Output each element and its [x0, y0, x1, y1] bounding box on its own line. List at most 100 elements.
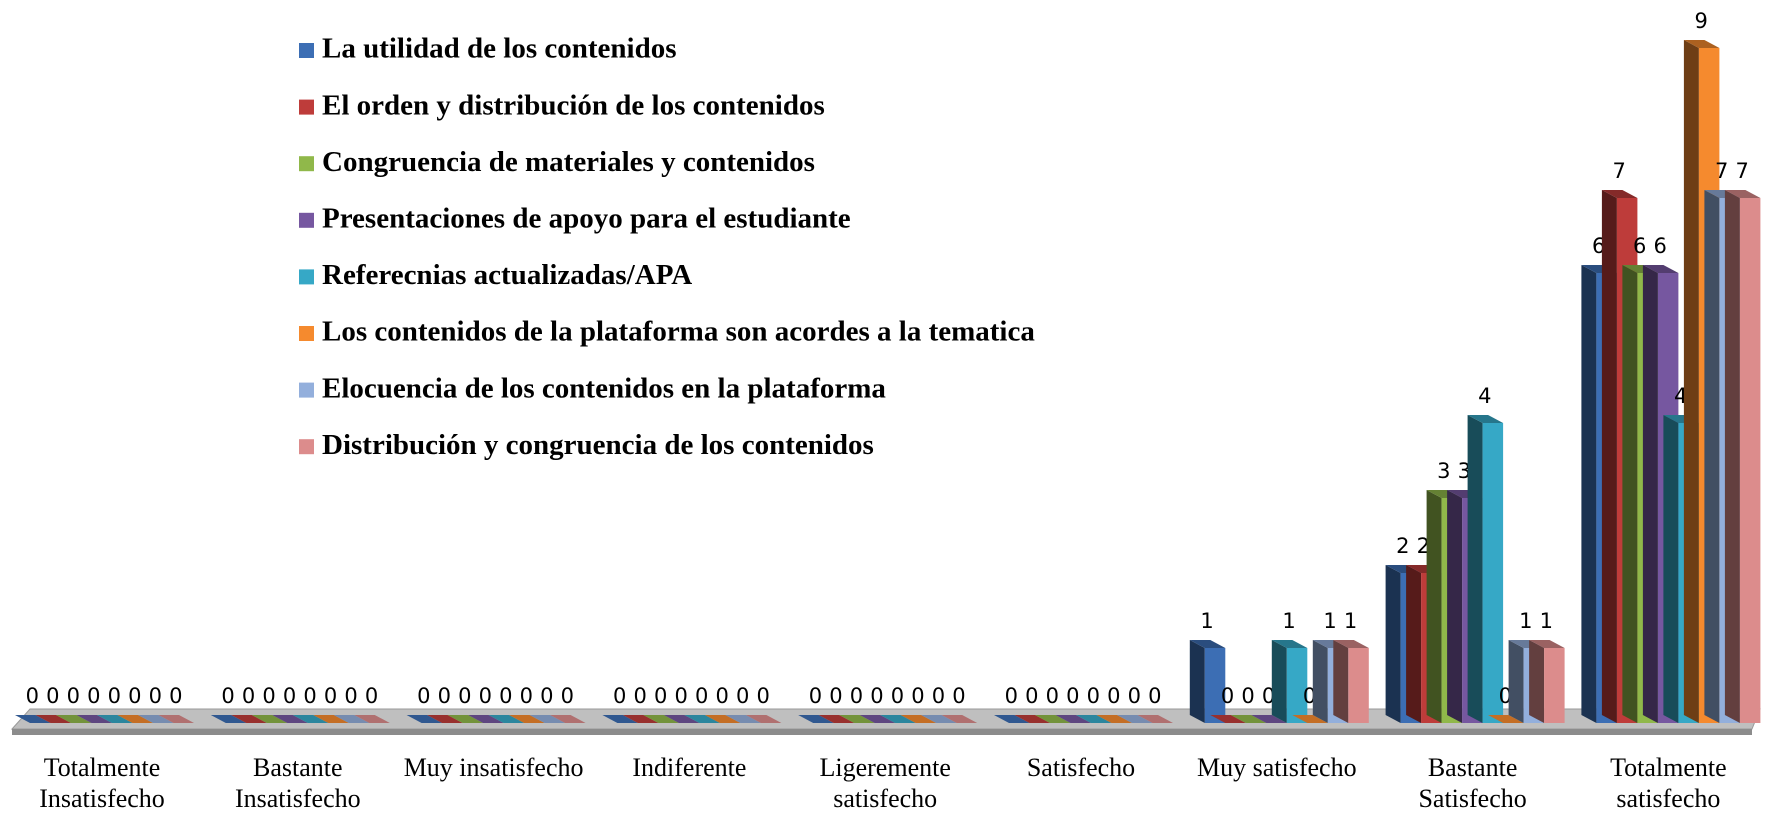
bar-side: [1663, 415, 1679, 723]
bar: [684, 715, 720, 723]
bar: [117, 715, 153, 723]
value-label: 0: [911, 684, 924, 708]
bar-side: [1724, 190, 1740, 723]
bar: [921, 715, 957, 723]
value-label: 0: [561, 684, 574, 708]
floor-edge: [12, 729, 1752, 735]
bar: [1348, 648, 1369, 723]
bar-top: [1333, 640, 1369, 648]
bar: [1251, 715, 1287, 723]
x-tick-label: Ligeremente satisfecho: [819, 753, 951, 813]
bar-side: [1467, 415, 1483, 723]
bar: [231, 715, 267, 723]
value-label: 0: [850, 684, 863, 708]
bar: [1014, 715, 1050, 723]
bar: [818, 715, 855, 723]
bar-side: [1581, 265, 1597, 723]
value-label: 0: [1148, 684, 1161, 708]
value-label: 6: [1633, 234, 1646, 258]
value-label: 0: [1046, 684, 1059, 708]
legend-label: El orden y distribución de los contenido…: [322, 89, 825, 121]
bar-top: [1189, 640, 1226, 648]
value-label: 0: [365, 684, 378, 708]
value-label: 0: [417, 684, 430, 708]
value-label: 0: [283, 684, 296, 708]
value-label: 0: [1107, 684, 1120, 708]
value-label: 0: [221, 684, 234, 708]
bar: [643, 715, 679, 723]
bar-side: [1447, 490, 1463, 723]
bar: [1096, 715, 1132, 723]
bar: [1286, 648, 1308, 723]
value-label: 1: [1282, 609, 1295, 633]
x-tick-label: Bastante Insatisfecho: [234, 753, 361, 813]
bar: [354, 715, 390, 723]
legend-label: Elocuencia de los contenidos en la plata…: [322, 372, 886, 404]
bar-side: [1426, 490, 1442, 723]
legend-swatch: [299, 439, 314, 455]
bar: [1482, 423, 1504, 723]
value-label: 2: [1396, 534, 1409, 558]
bar: [1739, 198, 1761, 723]
x-tick-label: Muy insatisfecho: [403, 753, 584, 782]
legend-swatch: [299, 156, 314, 172]
value-label: 0: [87, 684, 100, 708]
value-label: 0: [540, 684, 553, 708]
bar-side: [1271, 640, 1287, 723]
value-label: 0: [149, 684, 162, 708]
bar: [1210, 715, 1246, 723]
bar: [1117, 715, 1153, 723]
bar-side: [1529, 640, 1545, 723]
bar: [994, 715, 1030, 723]
value-label: 0: [1025, 684, 1038, 708]
bar: [602, 715, 638, 723]
value-label: 0: [715, 684, 728, 708]
bar-side: [1508, 640, 1524, 723]
x-tick-label: Bastante Satisfecho: [1418, 753, 1527, 813]
value-label: 0: [1087, 684, 1100, 708]
value-label: 1: [1540, 609, 1553, 633]
value-label: 0: [324, 684, 337, 708]
bar: [509, 715, 545, 723]
bar: [406, 715, 443, 723]
bar: [1230, 715, 1267, 723]
legend-swatch: [299, 99, 314, 115]
value-label: 0: [1221, 684, 1234, 708]
bar: [488, 715, 525, 723]
bar-side: [1601, 190, 1617, 723]
bar: [292, 715, 329, 723]
x-tick-label: Satisfecho: [1026, 753, 1136, 782]
bar: [859, 715, 896, 723]
value-label: 0: [458, 684, 471, 708]
value-label: 0: [1005, 684, 1018, 708]
bar: [704, 715, 741, 723]
value-label: 0: [520, 684, 533, 708]
value-label: 7: [1735, 159, 1748, 183]
bar: [35, 715, 71, 723]
value-label: 7: [1612, 159, 1625, 183]
legend-swatch: [299, 269, 314, 285]
bar: [313, 715, 349, 723]
value-label: 0: [952, 684, 965, 708]
value-label: 0: [695, 684, 708, 708]
bar: [447, 715, 484, 723]
bar: [1292, 715, 1328, 723]
bar: [1035, 715, 1071, 723]
bar-top: [1601, 190, 1638, 198]
bar-side: [1704, 190, 1720, 723]
value-label: 0: [479, 684, 492, 708]
bar: [138, 715, 174, 723]
bar: [210, 715, 247, 723]
bar: [900, 715, 937, 723]
x-tick-label: Indiferente: [632, 753, 747, 782]
value-label: 0: [169, 684, 182, 708]
bar: [1544, 648, 1565, 723]
bar-top: [1467, 415, 1504, 423]
bar: [622, 715, 659, 723]
value-label: 0: [654, 684, 667, 708]
bar: [529, 715, 566, 723]
bar: [550, 715, 586, 723]
legend-label: Los contenidos de la plataforma son acor…: [322, 316, 1035, 348]
